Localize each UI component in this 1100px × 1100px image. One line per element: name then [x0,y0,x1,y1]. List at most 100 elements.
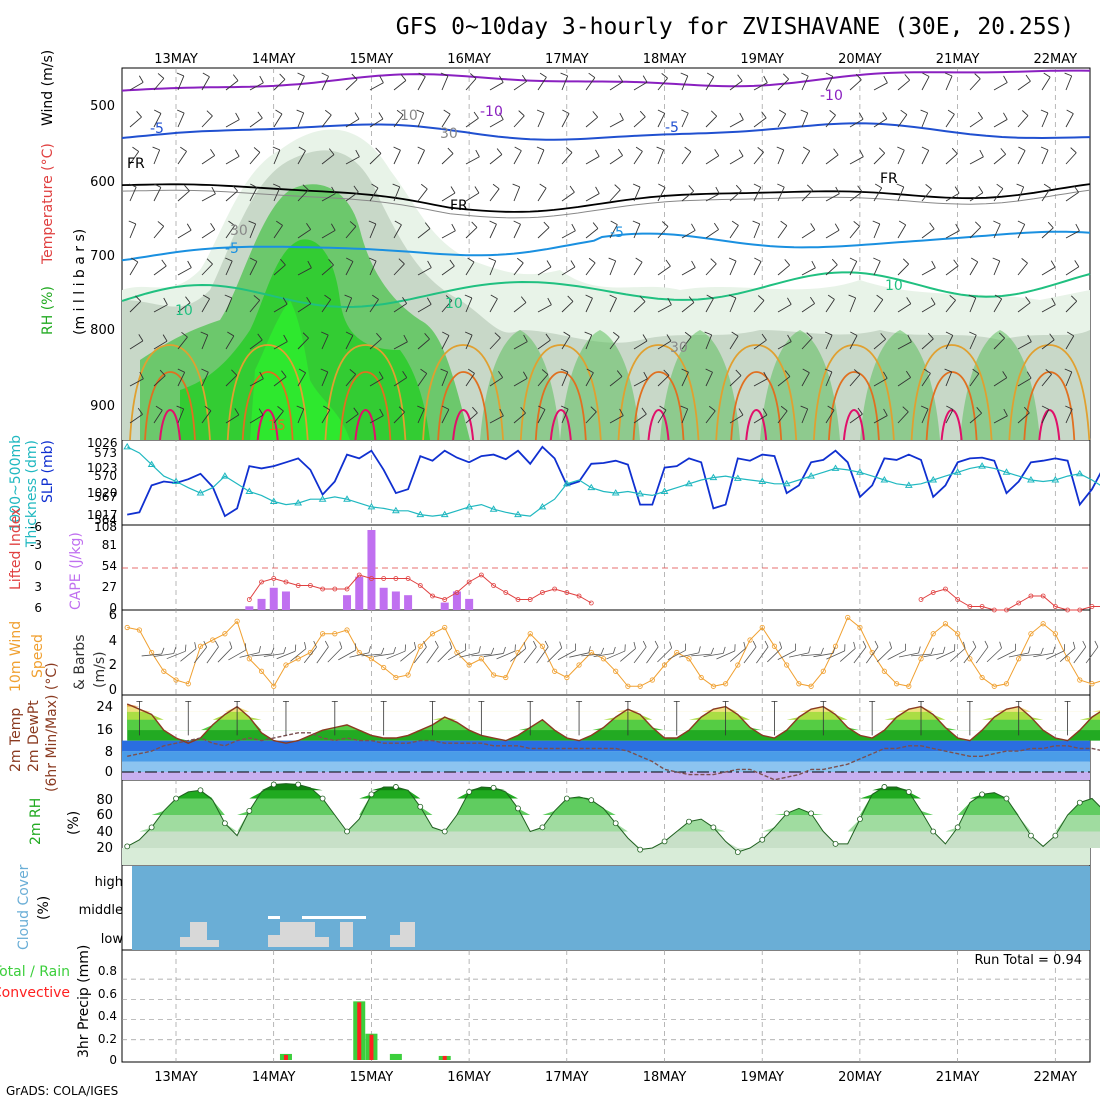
surface-wind-barb [447,643,467,661]
wind-barb [729,220,739,239]
wind-barb [1065,223,1080,239]
surface-wind-barb [620,641,636,662]
minmax-whisker [331,700,338,736]
rh-marker [392,784,399,790]
wind-barb [225,408,240,424]
wind-barb [225,74,239,91]
cloud-level-label: low [101,932,124,947]
wind-barb [537,405,546,424]
surface-wind-barb [703,646,726,658]
wind-barb [921,222,935,239]
lifted-index-marker [918,597,924,602]
contour-label: 10 [400,108,418,124]
wind-speed-marker [1077,677,1083,683]
cape-tick: 27 [102,580,117,594]
wind-barb [969,331,977,350]
temp-band-0-4 [122,761,1090,772]
wind-barb [345,257,354,276]
legend-convective: Convective [0,985,70,1001]
wind-barb [584,331,593,350]
cape-bar [355,576,364,610]
wind-barb [465,149,480,165]
surface-wind-barb [1073,640,1087,664]
ylabel-cloud-cover: Cloud Cover [16,864,32,950]
wind-barb [201,405,212,424]
wind-barb [585,149,600,165]
wind-barb [560,72,569,91]
wind-barb [777,109,787,128]
wind-barb [273,73,286,91]
day-label-top: 20MAY [838,52,882,67]
wind-barb [489,75,504,91]
wind-barb [849,369,861,387]
wind-barb [153,183,162,202]
thickness-marker [440,510,449,518]
thickness-marker [660,487,669,495]
wind-barb [969,186,984,202]
rh-marker [368,791,375,798]
wind-barb [273,405,284,424]
wind-barb [920,109,929,128]
wind-barb [993,183,1004,202]
ylabel-10m-wind: 10m Wind [8,621,24,692]
lifted-index-marker [381,576,387,581]
wind-barb [513,110,525,128]
wind-barb [320,368,329,387]
wind-barb [705,149,720,165]
precip-tick: 0.8 [98,964,117,978]
wind-barb [537,72,547,91]
surface-wind-barb [557,643,577,661]
rh-marker [1052,832,1059,839]
wind-speed-marker [991,683,997,689]
wind-barb [873,183,883,202]
surface-wind-barb [349,646,371,658]
surface-wind-barb [777,643,796,660]
thickness-marker [514,510,522,518]
surface-wind-barb [936,644,956,660]
wind-speed-marker [381,664,387,671]
thickness-marker [1027,475,1035,483]
wind-barb [776,146,785,165]
surface-wind-barb [471,647,495,657]
wind-barb [417,72,426,91]
surface-wind-barb [426,640,439,664]
wind-speed-marker [490,672,497,678]
wind-barb [1065,260,1080,276]
wind-barb [657,259,671,276]
wind-barb [537,369,549,387]
lifted-index-marker [1065,607,1070,613]
thickness-marker [123,442,132,450]
wind-barb [657,73,668,91]
ylabel-precip: 3hr Precip (mm) [76,945,92,1058]
wind-barb [416,109,425,128]
lifted-index-marker [454,590,460,595]
wind-barb [1064,72,1073,91]
pressure-tick: 600 [90,175,115,190]
wind-speed-marker [246,656,252,662]
contour-label: 30 [440,126,458,142]
wind-barb [129,407,143,424]
wind-barb [561,109,570,128]
wind-barb [585,294,593,313]
wind-barb [705,294,714,313]
wind-barb [177,146,187,165]
thickness-marker [538,502,547,510]
wind-barb [177,331,188,350]
minmax-whisker [1015,700,1022,736]
contour-label: 30 [230,223,248,239]
minmax-whisker [966,700,973,736]
wind-barb [777,370,791,387]
wind-barb [225,369,238,387]
ylabel-millibars: (m i l l i b a r s) [72,229,88,335]
wind-speed-marker [478,656,484,662]
thickness-marker [709,473,718,481]
rh-marker [686,818,692,825]
minmax-whisker [136,700,143,736]
minmax-whisker [380,700,387,736]
wind-barb [153,369,166,387]
isotherm-20 [339,371,392,441]
wind-barb [680,405,689,424]
low-cloud-block [207,940,219,947]
chart-title: GFS 0~10day 3-hourly for ZVISHAVANE (30E… [396,14,1075,40]
wind-barb [705,186,720,202]
